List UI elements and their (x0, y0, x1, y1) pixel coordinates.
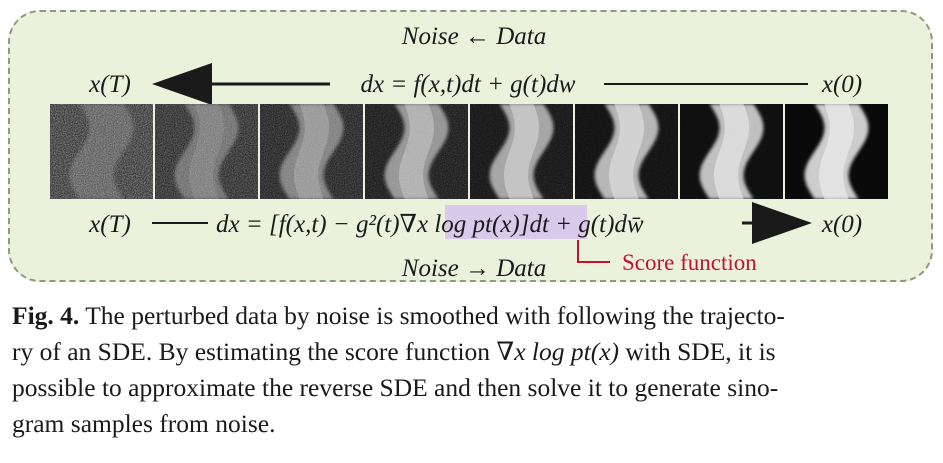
reverse-equation-score: ∇x log pt(x) (400, 211, 520, 238)
forward-end-label: x(0) (821, 71, 862, 98)
forward-equation: dx = f(x,t)dt + g(t)dw (361, 71, 576, 98)
reverse-equation: dx = [f(x,t) − g²(t)∇x log pt(x)]dt + g(… (216, 211, 644, 238)
caption-line-1: Fig. 4. The perturbed data by noise is s… (12, 298, 932, 334)
score-function-label: Score function (622, 250, 757, 275)
sinogram-frame-3 (260, 104, 363, 199)
caption-line-4: gram samples from noise. (12, 409, 276, 438)
sde-diagram: Noise ← Data x(T) dx = f(x,t)dt + g(t)dw… (50, 23, 888, 282)
sinogram-frame-8 (785, 104, 888, 199)
caption-line-2-text-b: with SDE, it is (619, 337, 776, 366)
caption-line-2-text-a: ry of an SDE. By estimating the score fu… (12, 337, 497, 366)
sinogram-frames (50, 104, 888, 199)
sinogram-frame-6 (575, 104, 678, 199)
sinogram-frame-1 (50, 104, 153, 199)
caption-line-3: possible to approximate the reverse SDE … (12, 373, 779, 402)
top-label: Noise ← Data (401, 23, 546, 50)
caption-label: Fig. 4. (12, 301, 80, 330)
reverse-start-label: x(T) (88, 211, 131, 238)
caption-line-1-text: The perturbed data by noise is smoothed … (79, 301, 785, 330)
bottom-label: Noise → Data (401, 255, 546, 282)
reverse-equation-left: dx = [f(x,t) − g²(t) (216, 211, 400, 238)
score-highlight (445, 205, 587, 239)
sinogram-frame-4 (365, 104, 468, 199)
forward-start-label: x(T) (88, 71, 131, 98)
reverse-end-label: x(0) (821, 211, 862, 238)
sinogram-frame-2 (155, 104, 258, 199)
caption-line-2: ry of an SDE. By estimating the score fu… (12, 334, 932, 370)
figure-caption: Fig. 4. The perturbed data by noise is s… (12, 298, 932, 442)
score-callout-line (577, 240, 610, 263)
sinogram-frame-5 (470, 104, 573, 199)
caption-score-math: ∇x log pt(x) (496, 337, 620, 366)
reverse-equation-right: ]dt + g(t)dw̄ (519, 211, 644, 238)
sinogram-frame-7 (680, 104, 783, 199)
